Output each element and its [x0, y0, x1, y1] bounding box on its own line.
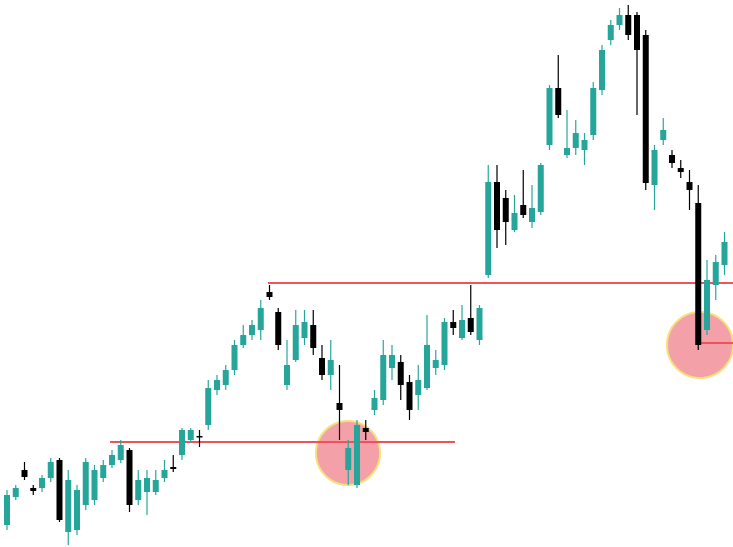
candle-body: [511, 213, 518, 230]
candle-body: [30, 488, 37, 491]
candle-body: [677, 168, 684, 172]
candle-body: [406, 382, 413, 410]
candle-body: [117, 445, 124, 460]
candle-body: [240, 335, 247, 345]
candle-body: [135, 480, 142, 500]
candle-body: [432, 360, 439, 368]
candle-body: [275, 312, 282, 345]
candle-body: [257, 308, 264, 330]
candle-body: [354, 425, 360, 485]
candle-body: [56, 460, 63, 520]
candle-body: [65, 480, 72, 532]
candle-body: [669, 155, 675, 163]
candle-body: [12, 488, 19, 497]
candle-body: [389, 355, 395, 368]
candle-body: [599, 50, 605, 90]
candle-body: [704, 280, 710, 330]
candle-body: [485, 182, 492, 275]
candle-body: [214, 380, 220, 390]
candle-body: [196, 436, 203, 438]
candle-body: [686, 182, 693, 190]
candle-body: [590, 88, 597, 135]
candle-body: [179, 430, 185, 455]
candle-body: [152, 480, 159, 492]
candle-body: [91, 470, 98, 500]
candle-body: [616, 15, 623, 25]
candle-body: [651, 150, 658, 185]
candle-body: [249, 325, 255, 335]
candle-body: [494, 182, 500, 230]
candle-body: [109, 455, 115, 465]
candle-body: [441, 322, 448, 365]
candle-body: [345, 448, 352, 470]
candle-body: [712, 262, 719, 285]
candle-body: [450, 322, 457, 328]
candle-body: [581, 140, 588, 150]
candle-body: [572, 133, 579, 148]
candle-body: [266, 292, 273, 297]
candle-body: [292, 325, 299, 360]
candle-body: [520, 205, 527, 215]
candle-body: [529, 208, 535, 222]
candle-body: [21, 470, 28, 477]
candle-body: [380, 355, 387, 400]
candle-body: [397, 362, 404, 385]
candle-body: [634, 15, 640, 50]
candle-body: [100, 465, 107, 478]
candle-body: [502, 198, 509, 222]
candle-body: [144, 478, 150, 492]
candle-body: [537, 165, 544, 212]
candle-body: [4, 495, 10, 525]
candle-body: [555, 88, 562, 115]
candle-body: [467, 318, 474, 332]
candle-body: [74, 490, 80, 530]
candle-body: [625, 15, 632, 35]
candle-body: [362, 428, 369, 432]
candle-body: [126, 450, 133, 505]
candle-body: [310, 325, 317, 348]
candle-body: [82, 462, 89, 505]
candle-body: [39, 478, 45, 488]
candle-body: [231, 345, 238, 370]
candle-body: [721, 242, 728, 265]
candle-body: [564, 148, 570, 155]
candle-body: [415, 380, 422, 395]
candle-body: [424, 345, 430, 388]
candle-body: [642, 35, 649, 183]
candle-body: [301, 322, 308, 338]
candle-body: [319, 358, 325, 375]
candle-body: [476, 308, 483, 340]
candle-body: [170, 467, 177, 469]
candle-body: [187, 430, 194, 440]
candle-body: [327, 360, 334, 375]
candle-body: [284, 365, 290, 385]
candle-body: [546, 88, 553, 145]
candle-body: [47, 462, 54, 478]
candle-body: [222, 370, 229, 385]
candle-body: [205, 388, 212, 425]
candle-body: [371, 398, 378, 410]
candle-body: [607, 25, 614, 40]
candle-body: [336, 403, 343, 410]
candle-body: [161, 470, 168, 478]
candle-body: [695, 203, 702, 345]
candle-body: [660, 130, 667, 140]
candle-body: [459, 320, 465, 338]
